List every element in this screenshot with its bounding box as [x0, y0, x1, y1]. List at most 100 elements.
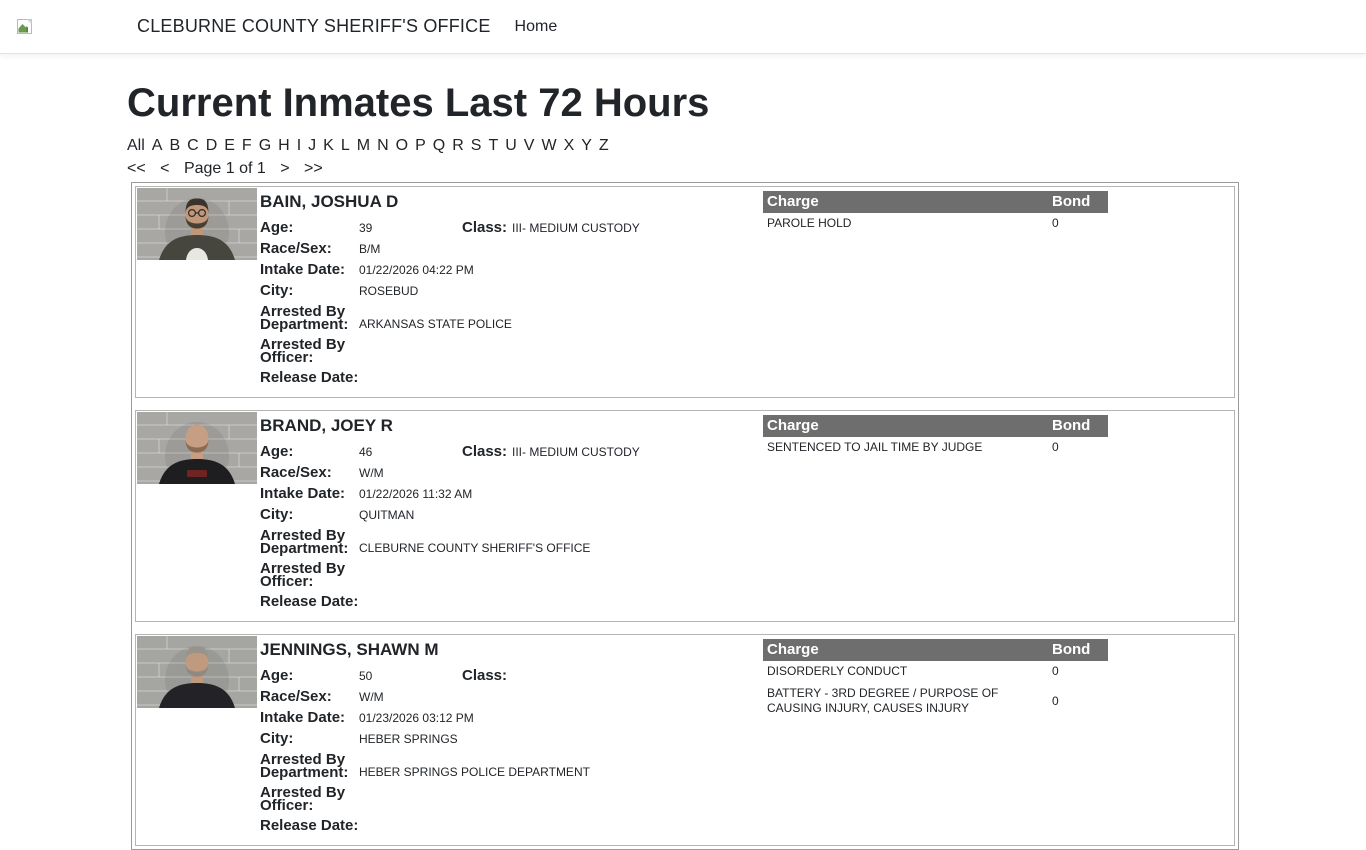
nav-home-link[interactable]: Home	[514, 17, 558, 35]
arrested-by-department-label: Arrested By Department:	[260, 527, 349, 557]
alphabet-filter-f[interactable]: F	[241, 137, 252, 154]
race-sex-row: Race/Sex: W/M	[260, 688, 760, 705]
alphabet-filter-p[interactable]: P	[415, 137, 426, 154]
class-label: Class:	[462, 667, 508, 684]
class-value: III- MEDIUM CUSTODY	[512, 221, 640, 235]
pager-next-button[interactable]: >	[280, 160, 290, 177]
alphabet-filter-n[interactable]: N	[377, 137, 389, 154]
pager-status: Page 1 of 1	[183, 160, 266, 177]
city-label: City:	[260, 730, 294, 747]
pager-first-button[interactable]: <<	[127, 160, 146, 177]
age-label: Age:	[260, 219, 294, 236]
city-row: City: QUITMAN	[260, 507, 760, 522]
race-sex-label: Race/Sex:	[260, 240, 332, 257]
age-row: Age: 50 Class:	[260, 667, 760, 684]
charge-row: SENTENCED TO JAIL TIME BY JUDGE 0	[763, 437, 1108, 459]
arrested-by-officer-row: Arrested By Officer:	[260, 560, 760, 590]
inmate-details: BAIN, JOSHUA D Age: 39 Class: III- MEDIU…	[260, 187, 760, 397]
race-sex-row: Race/Sex: B/M	[260, 240, 760, 257]
race-sex-value: W/M	[359, 690, 384, 704]
site-title[interactable]: CLEBURNE COUNTY SHERIFF'S OFFICE	[137, 16, 491, 36]
arrested-by-officer-label: Arrested By Officer:	[260, 336, 346, 366]
alphabet-filter-q[interactable]: Q	[432, 137, 446, 154]
alphabet-filter-x[interactable]: X	[563, 137, 575, 154]
alphabet-filter-d[interactable]: D	[205, 137, 218, 154]
race-sex-value: W/M	[359, 466, 384, 480]
arrested-by-department-value: ARKANSAS STATE POLICE	[359, 317, 512, 331]
city-row: City: ROSEBUD	[260, 282, 760, 299]
alphabet-filter-u[interactable]: U	[505, 137, 517, 154]
alphabet-filter-i[interactable]: I	[296, 137, 302, 154]
city-value: HEBER SPRINGS	[359, 732, 458, 746]
alphabet-filter-g[interactable]: G	[258, 137, 272, 154]
intake-date-value: 01/22/2026 04:22 PM	[359, 263, 474, 277]
release-date-label: Release Date:	[260, 593, 359, 610]
pager-prev-button[interactable]: <	[160, 160, 170, 177]
charges-table: Charge Bond DISORDERLY CONDUCT 0 BATTERY…	[763, 639, 1108, 720]
alphabet-filter-k[interactable]: K	[323, 137, 334, 154]
charges-header-row: Charge Bond	[763, 639, 1108, 661]
alphabet-filter-h[interactable]: H	[278, 137, 290, 154]
alphabet-filter-y[interactable]: Y	[581, 137, 592, 154]
alphabet-filter-v[interactable]: V	[523, 137, 535, 154]
pagination: << < Page 1 of 1 > >>	[127, 159, 1243, 178]
city-value: ROSEBUD	[359, 284, 419, 298]
intake-date-value: 01/23/2026 03:12 PM	[359, 711, 474, 725]
inmate-card: BRAND, JOEY R Age: 46 Class: III- MEDIUM…	[135, 410, 1235, 622]
alphabet-filter-c[interactable]: C	[187, 137, 199, 154]
class-value: III- MEDIUM CUSTODY	[512, 445, 640, 459]
alphabet-filter-t[interactable]: T	[488, 137, 499, 154]
arrested-by-department-label: Arrested By Department:	[260, 751, 349, 781]
bond-column-header: Bond	[1048, 639, 1108, 661]
alphabet-filter-o[interactable]: O	[395, 137, 409, 154]
charge-cell: SENTENCED TO JAIL TIME BY JUDGE	[767, 440, 983, 454]
inmate-card: JENNINGS, SHAWN M Age: 50 Class: Race/Se…	[135, 634, 1235, 846]
mugshot-photo	[137, 412, 257, 484]
class-label: Class:	[462, 443, 508, 460]
release-date-label: Release Date:	[260, 817, 359, 834]
arrested-by-department-value: HEBER SPRINGS POLICE DEPARTMENT	[359, 765, 590, 779]
race-sex-value: B/M	[359, 242, 381, 256]
arrested-by-officer-label: Arrested By Officer:	[260, 560, 346, 590]
alphabet-filter-r[interactable]: R	[452, 137, 464, 154]
release-date-row: Release Date:	[260, 370, 760, 385]
charge-cell: PAROLE HOLD	[767, 216, 852, 230]
alphabet-filter-j[interactable]: J	[308, 137, 317, 154]
alphabet-filter-w[interactable]: W	[541, 137, 557, 154]
arrested-by-department-row: Arrested By Department: HEBER SPRINGS PO…	[260, 751, 760, 781]
intake-date-label: Intake Date:	[260, 709, 346, 726]
race-sex-row: Race/Sex: W/M	[260, 464, 760, 481]
bond-column-header: Bond	[1048, 191, 1108, 213]
pager-last-button[interactable]: >>	[304, 160, 323, 177]
arrested-by-department-row: Arrested By Department: ARKANSAS STATE P…	[260, 303, 760, 333]
main-content: Current Inmates Last 72 Hours All A B C D E F G…	[127, 80, 1243, 850]
age-row: Age: 46 Class: III- MEDIUM CUSTODY	[260, 443, 760, 460]
city-row: City: HEBER SPRINGS	[260, 730, 760, 747]
charge-column-header: Charge	[763, 415, 1048, 437]
arrested-by-department-value: CLEBURNE COUNTY SHERIFF'S OFFICE	[359, 541, 591, 555]
arrested-by-officer-label: Arrested By Officer:	[260, 784, 346, 814]
charge-cell: DISORDERLY CONDUCT	[767, 664, 908, 678]
alphabet-filter-a[interactable]: A	[151, 137, 163, 154]
age-label: Age:	[260, 443, 294, 460]
race-sex-label: Race/Sex:	[260, 688, 332, 705]
alphabet-filter-s[interactable]: S	[470, 137, 482, 154]
alphabet-filter-all[interactable]: All	[127, 137, 145, 154]
page-title: Current Inmates Last 72 Hours	[127, 81, 710, 125]
alphabet-filter-l[interactable]: L	[340, 137, 350, 154]
charge-row: BATTERY - 3RD DEGREE / PURPOSE OF CAUSIN…	[763, 683, 1108, 720]
arrested-by-department-label: Arrested By Department:	[260, 303, 349, 333]
race-sex-label: Race/Sex:	[260, 464, 332, 481]
alphabet-filter-m[interactable]: M	[356, 137, 371, 154]
city-label: City:	[260, 282, 294, 299]
bond-cell: 0	[1052, 693, 1059, 708]
broken-image-icon	[16, 18, 34, 36]
charges-table: Charge Bond PAROLE HOLD 0	[763, 191, 1108, 235]
alphabet-filter-e[interactable]: E	[224, 137, 235, 154]
alphabet-filter-b[interactable]: B	[169, 137, 181, 154]
age-label: Age:	[260, 667, 294, 684]
class-label: Class:	[462, 219, 508, 236]
alphabet-filter-z[interactable]: Z	[598, 137, 609, 154]
bond-cell: 0	[1052, 216, 1059, 230]
charge-column-header: Charge	[763, 639, 1048, 661]
